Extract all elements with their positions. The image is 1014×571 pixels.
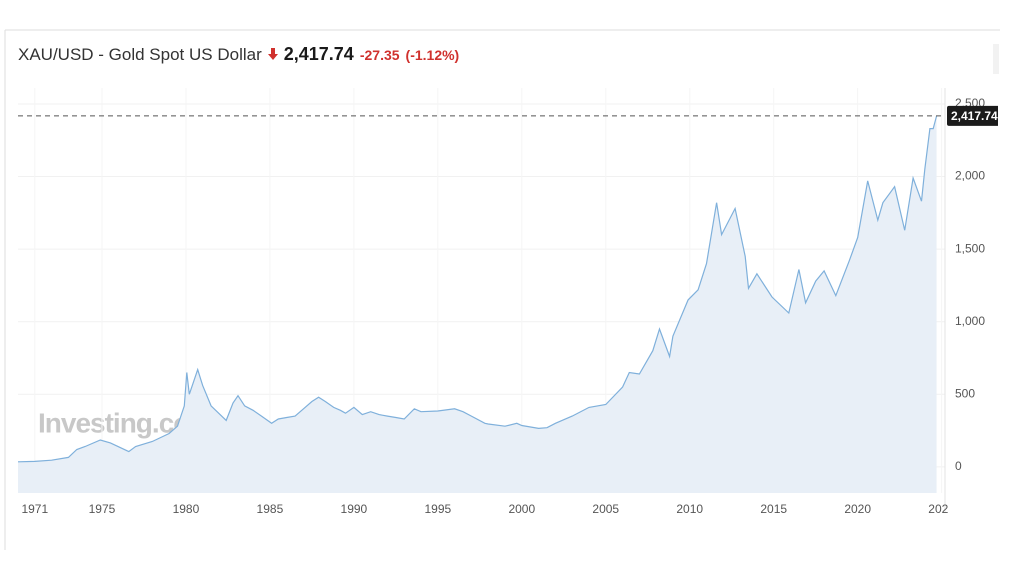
line: [17, 115, 938, 463]
x-axis: 1971 1975 1980 1985 1990 1995 2000 2005 2010 2015…: [21, 502, 955, 516]
change: -27.35: [359, 47, 400, 63]
x-tick-label: 2025: [928, 502, 955, 516]
price-marker: 2,417.74: [18, 105, 998, 126]
x-tick-label: 2005: [592, 502, 619, 516]
down-arrow: [267, 48, 278, 60]
header: XAU/USD - Gold Spot US Dollar 2,417.74 -…: [18, 44, 459, 65]
x-tick-label: 2020: [844, 502, 871, 516]
x-tick-label: 1975: [89, 502, 116, 516]
x-tick-label: 2000: [508, 502, 535, 516]
change-percent: (-1.12%): [405, 47, 460, 63]
area: [18, 115, 937, 494]
y-tick-label: 1,500: [955, 241, 985, 255]
x-tick-label: 1995: [424, 502, 451, 516]
x-tick-label: 1985: [257, 502, 284, 516]
y-tick-label: 2,000: [955, 169, 985, 183]
x-tick-label: 1971: [21, 502, 48, 516]
scroll-stub: [993, 44, 999, 74]
title: XAU/USD - Gold Spot US Dollar: [18, 45, 262, 64]
price-box-label: 2,417.74: [951, 109, 998, 123]
price: 2,417.74: [283, 44, 354, 64]
x-tick-label: 2015: [760, 502, 787, 516]
price-box: [947, 105, 998, 126]
plot: [17, 115, 938, 494]
x-tick-label: 1980: [173, 502, 200, 516]
x-tick-label: 1990: [341, 502, 368, 516]
y-tick-label: 500: [955, 386, 975, 400]
y-tick-label: 1,000: [955, 314, 985, 328]
x-tick-label: 2010: [676, 502, 703, 516]
y-tick-label: 0: [955, 459, 962, 473]
